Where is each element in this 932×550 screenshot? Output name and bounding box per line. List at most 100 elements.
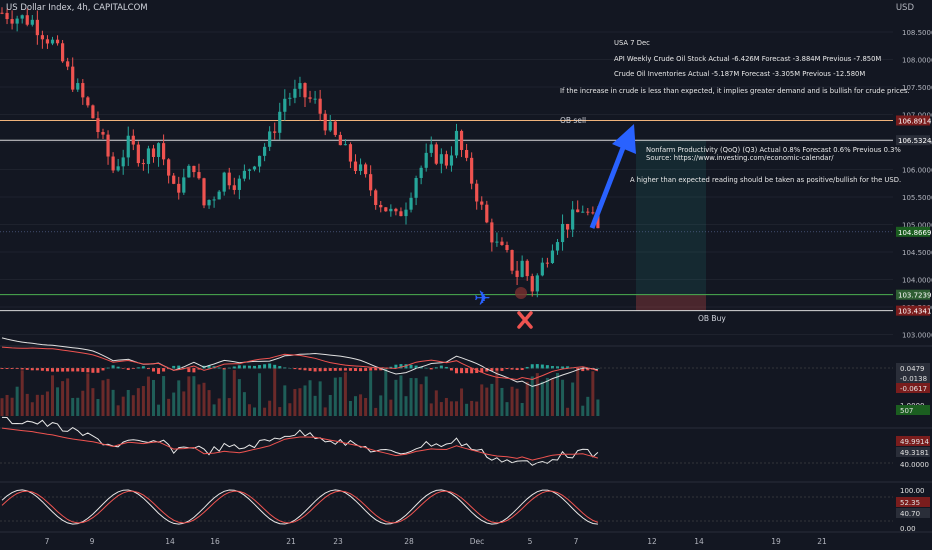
macd-hist [303,368,307,371]
macd-hist [146,368,150,370]
volume-bar [364,398,368,416]
candle-body [151,148,156,157]
macd-hist [550,366,554,369]
candle-body [348,144,353,162]
candle-body [136,144,140,164]
candle-body [247,169,252,171]
macd-hist [490,368,494,371]
candle-body [303,83,307,98]
candle-body [81,83,85,98]
nfp-note: Nonfarm Productivity (QoQ) (Q3) Actual 0… [646,146,901,154]
x-tick-label: 9 [90,537,95,546]
x-tick-label: 19 [771,537,781,546]
candle-body [172,175,176,184]
volume-bar [253,407,256,416]
candle-body [389,208,393,212]
volume-bar [434,390,438,416]
candle-body [490,222,494,243]
macd-hist [45,368,49,372]
volume-bar [0,398,4,416]
macd-hist [192,368,196,373]
volume-bar [212,404,216,416]
volume-bar [283,385,287,416]
candle-body [237,178,241,190]
candle-body [217,191,221,200]
x-tick-label: 5 [528,537,533,546]
macd-hist [258,365,262,369]
candle-body [50,39,55,44]
candle-body [510,250,514,271]
macd-hist [298,368,302,370]
candle-body [20,15,24,19]
crude-bullish-note: If the increase in crude is less than ex… [560,87,910,95]
volume-bar [333,377,337,416]
candle-body [444,154,448,166]
macd-hist [424,367,428,369]
macd-hist [460,368,464,374]
candle-body [399,211,403,217]
candle-body [555,242,560,251]
rsi-ma-line [1,427,599,461]
candle-body [323,113,327,131]
candle-body [409,197,413,210]
volume-bar [217,398,221,416]
candle-body [566,223,570,230]
macd-hist [20,368,24,370]
candle-body [439,154,443,164]
macd-hist [556,366,559,369]
candle-body [207,199,211,206]
chart-title: US Dollar Index, 4h, CAPITALCOM [6,3,148,13]
price-tick-label: 104.0000 [902,277,932,285]
volume-bar [596,399,600,416]
candle-body [525,260,529,277]
macd-hist [389,366,393,369]
volume-bar [242,392,246,416]
indicator-axis-label: 507 [900,407,913,415]
candle-body [404,209,408,217]
macd-hist [222,368,226,370]
volume-bar [197,384,201,416]
macd-hist [141,366,145,369]
volume-bar [369,371,373,416]
candle-body [364,164,368,175]
signal-line [1,346,599,381]
volume-bar [30,402,34,416]
candle-body [485,204,489,223]
indicator-badge [896,436,930,446]
volume-bar [192,376,196,416]
volume-bar [187,376,191,416]
macd-hist [121,368,125,369]
indicator-axis-label: 49.9914 [900,438,929,446]
volume-bar [399,375,403,416]
volume-bar [86,373,90,416]
candle-body [5,12,9,20]
macd-hist [197,368,201,370]
volume-bar [444,397,448,416]
macd-hist [207,365,211,369]
candle-body [495,241,499,243]
macd-hist [394,364,398,369]
price-tick-label: 108.5000 [902,29,932,37]
volume-bar [136,388,140,416]
macd-hist [263,364,267,369]
volume-bar [40,394,44,416]
candle-body [293,88,297,98]
candle-body [434,144,438,164]
volume-bar [354,396,357,416]
volume-bar [5,394,9,416]
price-tick-label: 105.0000 [902,222,932,230]
volume-bar [338,377,342,416]
candle-body [530,276,534,292]
candle-body [71,66,75,90]
candle-body [96,118,100,133]
macd-hist [374,368,378,371]
candle-body [384,207,388,212]
macd-hist [96,368,100,373]
candle-body [212,199,216,201]
indicator-badge [896,363,930,373]
candle-body [66,61,70,67]
macd-hist [525,366,529,369]
candle-body [480,201,484,205]
price-tick-label: 107.5000 [902,84,932,92]
